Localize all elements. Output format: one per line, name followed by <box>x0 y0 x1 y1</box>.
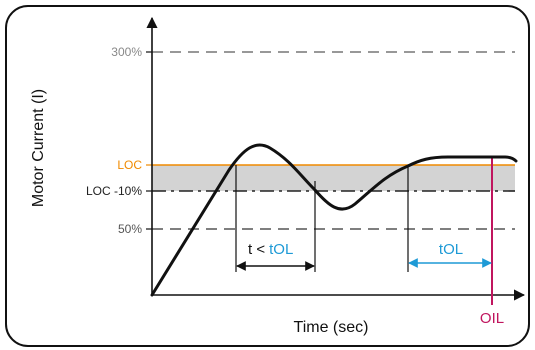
motor-current-curve <box>150 143 518 297</box>
loc-band <box>152 165 515 191</box>
label-50: 50% <box>118 222 142 236</box>
label-300: 300% <box>111 45 142 59</box>
t-less-label: t < tOL <box>248 241 293 258</box>
x-axis-title: Time (sec) <box>294 319 369 336</box>
oil-label: OIL <box>480 310 504 327</box>
label-loc: LOC <box>117 158 142 172</box>
y-axis-title: Motor Current (I) <box>30 89 47 207</box>
label-loc10: LOC -10% <box>86 184 142 198</box>
tol-label: tOL <box>439 241 463 258</box>
